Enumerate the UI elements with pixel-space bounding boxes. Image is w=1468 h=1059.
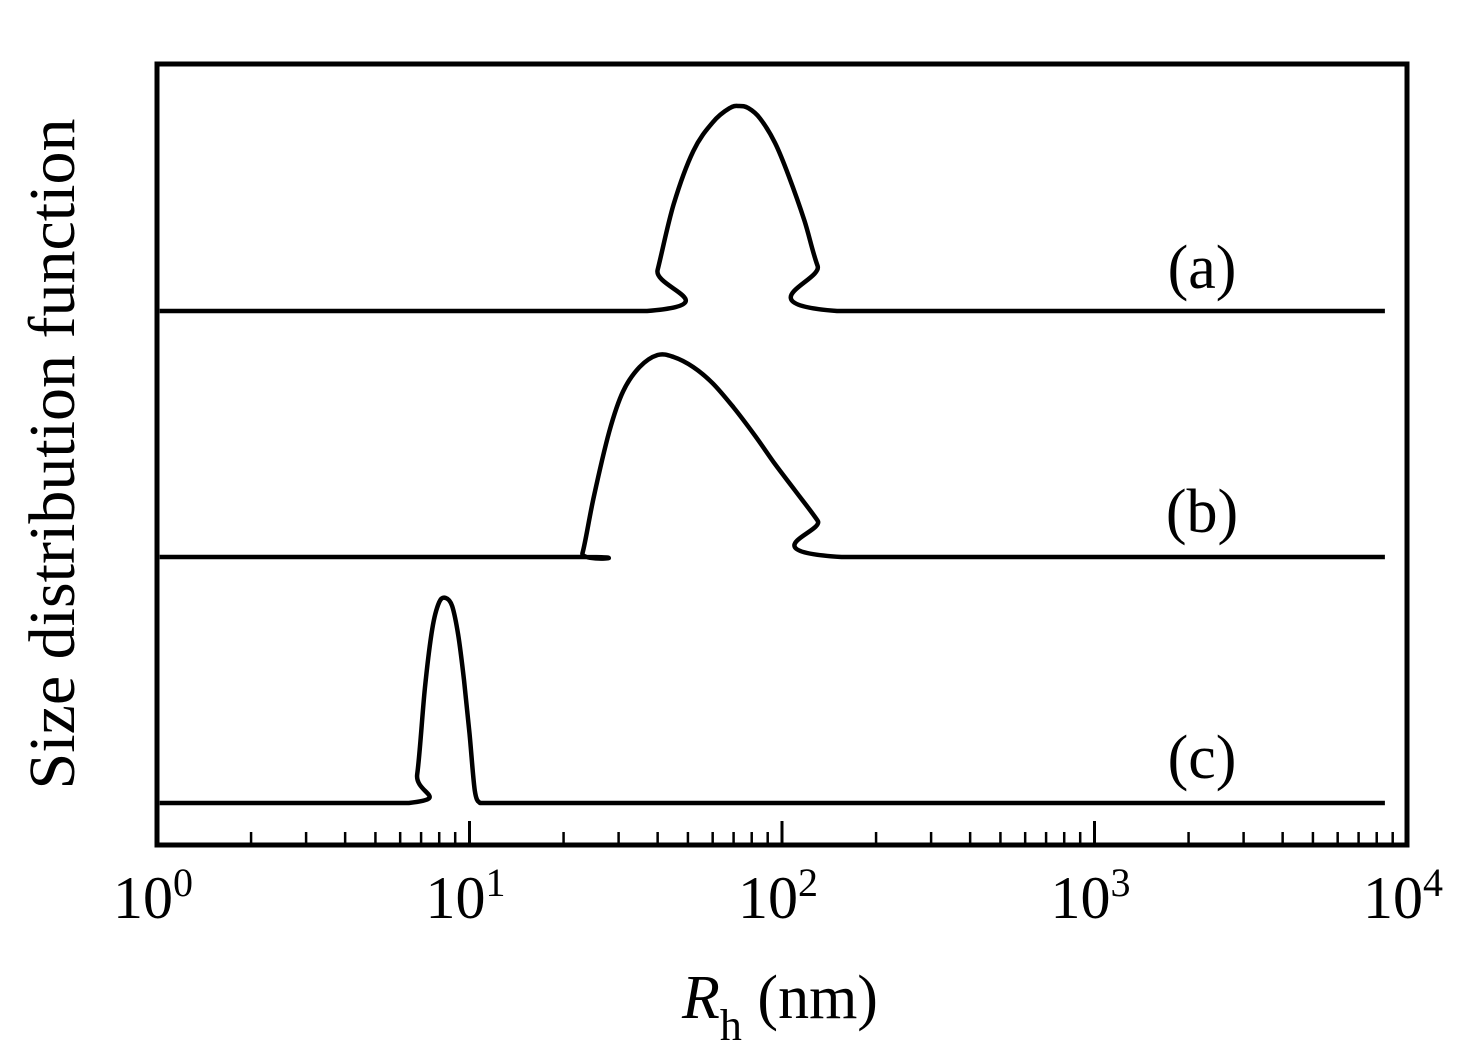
x-tick-label: 104	[1363, 860, 1443, 931]
curve-b	[159, 352, 1385, 561]
x-tick-label-exponent: 3	[1111, 860, 1131, 905]
x-axis-ticks	[249, 821, 1394, 845]
x-axis-label-subscript: h	[720, 1001, 742, 1050]
x-tick-label: 103	[1051, 860, 1131, 931]
y-axis-label: Size distribution function	[16, 119, 89, 790]
curve-label-c: (c)	[1168, 724, 1237, 792]
x-tick-label-base: 10	[426, 865, 486, 931]
x-tick-label-base: 10	[1363, 865, 1423, 931]
x-tick-label-exponent: 0	[173, 860, 193, 905]
x-tick-label-base: 10	[738, 865, 798, 931]
distribution-curves	[159, 103, 1385, 806]
curve-c	[159, 595, 1385, 806]
curve-a	[159, 103, 1385, 314]
curve-label-a: (a)	[1168, 234, 1237, 302]
x-tick-label: 101	[426, 860, 506, 931]
curve-labels: (a) (b) (c)	[1166, 234, 1238, 792]
x-tick-label-exponent: 4	[1423, 860, 1443, 905]
x-axis-tick-labels: 100 101 102 103 104	[113, 860, 1443, 931]
x-tick-label-base: 10	[113, 865, 173, 931]
x-tick-label: 100	[113, 860, 193, 931]
x-tick-label-exponent: 1	[486, 860, 506, 905]
x-tick-label-base: 10	[1051, 865, 1111, 931]
curve-label-b: (b)	[1166, 478, 1238, 546]
x-tick-label: 102	[738, 860, 818, 931]
x-tick-label-exponent: 2	[798, 860, 818, 905]
x-axis-label: Rh (nm)	[681, 964, 878, 1050]
x-axis-label-symbol: R	[681, 964, 720, 1032]
x-axis-label-unit: (nm)	[742, 964, 878, 1032]
